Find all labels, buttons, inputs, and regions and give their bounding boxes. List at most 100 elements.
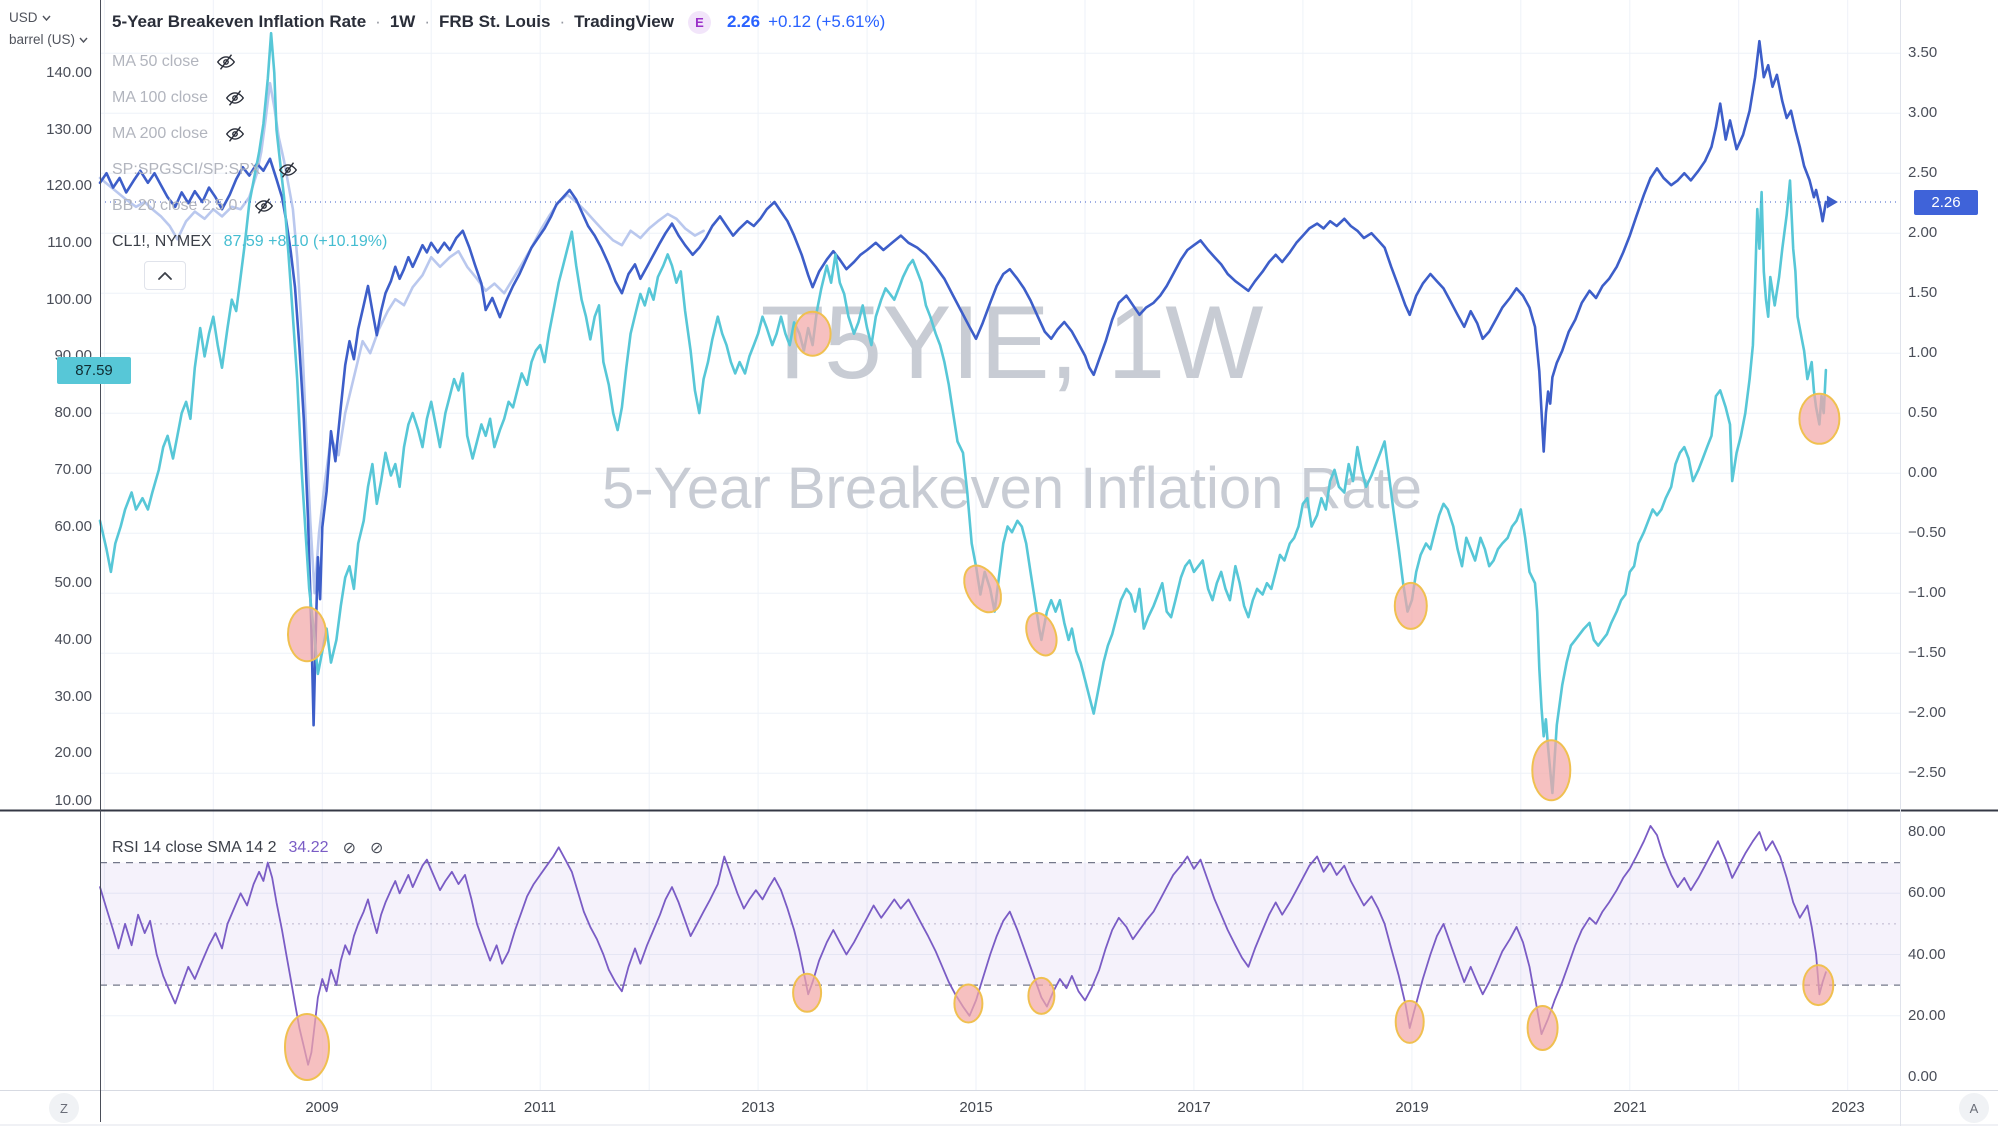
time-axis-year-label: 2019 [1395,1099,1429,1116]
auto-scale-button[interactable]: A [1959,1093,1989,1123]
time-axis-year-label: 2015 [959,1099,993,1116]
right-price-tick: 3.50 [1908,44,1938,62]
highlight-marker[interactable] [792,972,823,1013]
left-price-tick: 130.00 [46,120,92,138]
left-unit2-dropdown[interactable]: barrel (US) [9,32,88,47]
rsi-indicator-name: RSI 14 close SMA 14 2 [112,839,277,856]
legend-main-symbol[interactable]: CL1!, NYMEX 87.59 +8.10 (+10.19%) [112,224,387,260]
time-axis-year-label: 2023 [1831,1099,1865,1116]
right-price-tick: 2.50 [1908,164,1938,182]
indicator-legend: MA 50 close MA 100 close MA 200 close SP:SP… [112,44,387,260]
left-price-tick: 10.00 [54,792,92,809]
time-axis-year-label: 2021 [1613,1099,1647,1116]
provider-label: TradingView [574,12,674,31]
legend-item-hidden[interactable]: SP:SPGSCI/SP:SPX [112,152,387,188]
series-t5yie [98,39,1828,727]
legend-item-hidden[interactable]: MA 200 close [112,116,387,152]
main-symbol-change: +8.10 (+10.19%) [268,233,388,250]
highlight-marker[interactable] [1021,609,1062,660]
interval-label[interactable]: 1W [389,12,416,31]
left-unit-label: USD [9,10,38,25]
right-price-tick: 0.00 [1908,464,1938,482]
right-price-tick: −2.00 [1908,704,1946,722]
highlight-marker[interactable] [1393,581,1428,630]
left-price-tick: 40.00 [54,630,92,648]
highlight-marker[interactable] [1027,976,1056,1015]
rsi-scale-tick: 0.00 [1908,1068,1938,1085]
time-axis-year-label: 2017 [1177,1099,1211,1116]
series-rsi [99,825,1827,1066]
highlight-marker[interactable] [793,310,832,357]
header-price-change: +0.12 (+5.61%) [768,12,886,31]
series-cl1 [98,31,1828,795]
eye-off-icon[interactable] [215,51,237,73]
rsi-settings-icon[interactable]: ⊘ [369,840,384,857]
main-symbol-name: CL1!, NYMEX [112,233,212,250]
rsi-legend[interactable]: RSI 14 close SMA 14 2 34.22 ⊘ ⊘ [112,836,383,860]
eye-off-icon[interactable] [224,123,246,145]
rsi-scale-tick: 40.00 [1908,945,1946,963]
left-price-tick: 70.00 [54,460,92,478]
highlight-marker[interactable] [284,1013,330,1081]
chevron-up-icon [158,271,172,280]
left-price-tick: 140.00 [46,63,92,81]
left-price-tick: 120.00 [46,177,92,195]
legend-item-hidden[interactable]: BB 20 close 2.5 0 [112,188,387,224]
highlight-marker[interactable] [1798,392,1841,445]
left-unit2-label: barrel (US) [9,32,76,47]
header-last-price: 2.26 [726,12,761,31]
right-price-tick: −1.50 [1908,644,1946,662]
header-separator: · [375,12,381,31]
legend-item-label: SP:SPGSCI/SP:SPX [112,161,261,178]
highlight-marker[interactable] [1802,964,1835,1007]
highlight-marker[interactable] [1394,999,1425,1044]
right-price-tick: 2.00 [1908,224,1938,242]
right-price-tick: 0.50 [1908,404,1938,422]
legend-item-label: MA 50 close [112,53,200,70]
collapse-legend-button[interactable] [144,261,186,290]
highlight-marker[interactable] [953,983,984,1024]
time-axis-year-label: 2013 [741,1099,775,1116]
time-axis[interactable]: Z A 2009 2011 2013 2015 2017 2019 2021 2023 [0,1091,1998,1126]
right-price-tick: −2.50 [1908,764,1946,782]
symbol-title[interactable]: 5-Year Breakeven Inflation Rate [112,12,367,31]
left-unit-dropdown[interactable]: USD [9,10,51,25]
legend-item-hidden[interactable]: MA 100 close [112,80,387,116]
rsi-value: 34.22 [288,839,329,856]
timezone-button[interactable]: Z [49,1093,79,1123]
eye-off-icon[interactable] [224,87,246,109]
left-price-tick: 30.00 [54,687,92,705]
left-price-tick: 50.00 [54,574,92,592]
highlight-marker[interactable] [1526,1005,1559,1051]
highlight-marker[interactable] [1531,739,1572,802]
right-price-tick: 3.00 [1908,104,1938,122]
header-separator: · [424,12,431,31]
watermark-symbol: T5YIE, 1W [761,285,1264,401]
left-last-price-tag: 87.59 [57,357,131,384]
left-price-tick: 80.00 [54,404,92,422]
rsi-scale-tick: 20.00 [1908,1006,1946,1024]
chevron-down-icon [79,37,88,43]
watermark-title: 5-Year Breakeven Inflation Rate [602,456,1422,521]
chevron-down-icon [41,15,51,21]
rsi-scale-tick: 80.00 [1908,822,1946,840]
right-price-tick: 1.50 [1908,284,1938,302]
highlight-marker[interactable] [957,559,1009,618]
legend-item-label: BB 20 close 2.5 0 [112,197,238,214]
legend-item-hidden[interactable]: MA 50 close [112,44,387,80]
left-price-tick: 110.00 [47,234,92,251]
time-axis-year-label: 2011 [523,1099,557,1116]
main-symbol-price: 87.59 [223,233,264,250]
economic-indicator-badge[interactable]: E [687,10,711,34]
left-price-tick: 20.00 [54,744,92,762]
right-last-price-tag: 2.26 [1914,190,1978,215]
eye-off-icon[interactable] [277,159,299,181]
left-price-tick: 60.00 [54,517,92,535]
rsi-hide-icon[interactable]: ⊘ [342,840,356,857]
series-overlay-faded [98,81,705,595]
eye-off-icon[interactable] [253,195,275,217]
right-price-tick: 1.00 [1908,344,1938,362]
highlight-marker[interactable] [287,606,327,663]
